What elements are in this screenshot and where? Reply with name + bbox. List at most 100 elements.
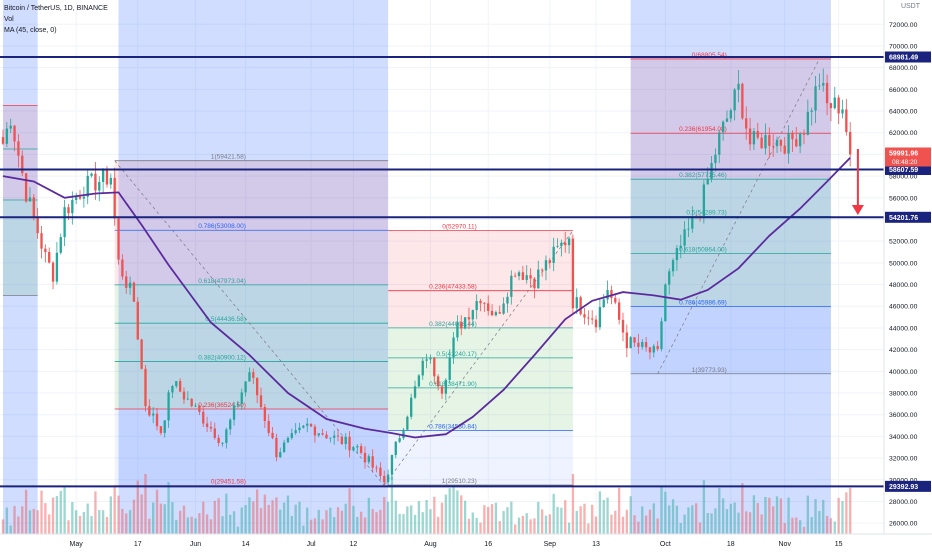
volume-bar xyxy=(787,497,790,534)
volume-bar xyxy=(5,507,9,534)
candle-body xyxy=(121,259,124,277)
ma-indicator-label[interactable]: MA (45, close, 0) xyxy=(4,27,57,34)
candle-body xyxy=(664,284,667,322)
candle-body xyxy=(356,446,359,448)
candle-body xyxy=(125,276,128,288)
volume-bar xyxy=(313,518,317,534)
candle-body xyxy=(617,302,621,320)
candle-body xyxy=(490,310,494,316)
candle-body xyxy=(163,420,166,433)
volume-bar xyxy=(702,480,706,534)
price-tick-label: 42000.00 xyxy=(889,347,918,354)
price-axis-panel xyxy=(884,0,932,550)
candle-body xyxy=(286,437,290,443)
volume-bar xyxy=(694,503,698,534)
volume-bar xyxy=(209,519,213,534)
candle-body xyxy=(410,397,413,417)
level-price-tag xyxy=(885,480,931,492)
volume-bar xyxy=(829,518,833,534)
volume-bar xyxy=(721,498,725,534)
volume-bar xyxy=(591,504,594,534)
volume-bar xyxy=(510,501,513,534)
volume-bar xyxy=(583,503,586,534)
volume-bar xyxy=(90,515,93,534)
volume-bar xyxy=(429,509,432,534)
candle-body xyxy=(236,404,240,406)
volume-bar xyxy=(425,499,428,534)
price-tick-label: 48000.00 xyxy=(889,282,918,289)
volume-bar xyxy=(540,509,544,534)
price-tick-label: 30000.00 xyxy=(889,477,918,484)
volume-bar xyxy=(125,513,128,534)
candle-body xyxy=(433,358,436,377)
price-tick-label: 64000.00 xyxy=(889,109,918,116)
price-tick-label: 62000.00 xyxy=(889,130,918,137)
volume-bar xyxy=(24,489,28,534)
volume-bar xyxy=(825,515,829,534)
price-tick-label: 56000.00 xyxy=(889,195,918,202)
candle-body xyxy=(791,132,794,140)
level-price-label: 58607.59 xyxy=(889,167,918,174)
volume-bar xyxy=(182,505,186,534)
volume-bar xyxy=(456,490,459,534)
time-zone-band xyxy=(3,0,38,534)
volume-bar xyxy=(683,514,686,534)
fib-band xyxy=(630,306,831,374)
candle-body xyxy=(59,237,62,253)
candle-body xyxy=(298,427,301,431)
volume-bar xyxy=(267,504,270,534)
volume-bar xyxy=(109,496,112,534)
candle-body xyxy=(567,238,571,246)
volume-bar xyxy=(356,517,359,534)
candle-body xyxy=(652,346,655,353)
volume-bar xyxy=(306,507,309,534)
fib-level-label: 0.786(45986.69) xyxy=(679,299,727,306)
candle-body xyxy=(255,377,259,396)
candle-body xyxy=(583,314,586,318)
candle-body xyxy=(502,303,505,314)
fib-band xyxy=(630,179,831,217)
volume-bar xyxy=(371,509,374,534)
volume-bar xyxy=(113,486,116,534)
volume-bar xyxy=(279,509,282,534)
level-price-tag xyxy=(885,51,931,63)
volume-indicator-label[interactable]: Vol xyxy=(4,16,14,23)
candle-body xyxy=(625,332,629,349)
candle-body xyxy=(775,139,779,147)
candle-body xyxy=(733,89,736,111)
candle-body xyxy=(487,303,490,311)
candle-body xyxy=(67,207,70,214)
candle-body xyxy=(86,175,89,197)
candle-body xyxy=(494,312,498,316)
candle-body xyxy=(637,342,640,347)
candle-body xyxy=(128,282,132,288)
candle-body xyxy=(5,128,9,144)
candle-body xyxy=(302,425,305,428)
candle-body xyxy=(721,121,725,133)
candle-body xyxy=(105,169,109,185)
candle-body xyxy=(259,395,263,408)
candle-body xyxy=(155,413,159,427)
candle-body xyxy=(21,155,24,174)
fib-band xyxy=(114,409,389,486)
candle-body xyxy=(309,423,313,427)
candle-body xyxy=(71,199,74,214)
price-tick-label: 50000.00 xyxy=(889,260,918,267)
candle-body xyxy=(660,321,663,349)
volume-bar xyxy=(487,506,490,534)
candle-body xyxy=(833,97,836,109)
candle-body xyxy=(675,248,679,261)
fib-level-label: 0.618(50864.00) xyxy=(679,246,727,253)
volume-bar xyxy=(533,518,536,534)
fib-level-label: 0.382(57715.46) xyxy=(679,172,727,179)
fib-band xyxy=(388,327,573,358)
volume-bar xyxy=(51,497,55,534)
volume-bar xyxy=(117,495,120,534)
price-tick-label: 38000.00 xyxy=(889,391,918,398)
volume-bar xyxy=(602,500,605,534)
volume-bar xyxy=(275,497,278,534)
candle-body xyxy=(460,322,463,329)
candle-body xyxy=(252,372,255,378)
